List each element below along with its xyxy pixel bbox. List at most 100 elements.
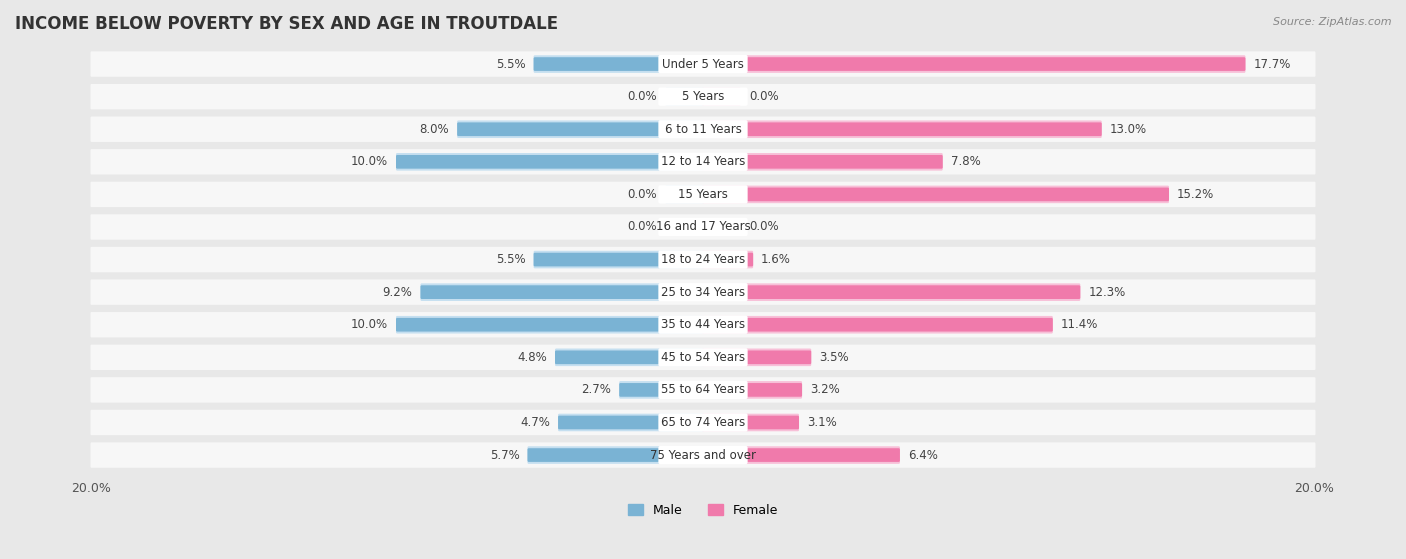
FancyBboxPatch shape [702, 218, 741, 236]
Text: 10.0%: 10.0% [352, 318, 388, 331]
FancyBboxPatch shape [90, 280, 1316, 305]
FancyBboxPatch shape [658, 185, 748, 203]
Text: 7.8%: 7.8% [950, 155, 980, 168]
Text: 12 to 14 Years: 12 to 14 Years [661, 155, 745, 168]
Text: 12.3%: 12.3% [1088, 286, 1126, 299]
FancyBboxPatch shape [555, 350, 704, 364]
FancyBboxPatch shape [420, 283, 704, 301]
Text: 5.7%: 5.7% [489, 448, 520, 462]
FancyBboxPatch shape [90, 149, 1316, 174]
Text: 18 to 24 Years: 18 to 24 Years [661, 253, 745, 266]
Text: 3.2%: 3.2% [810, 383, 839, 396]
Text: 4.7%: 4.7% [520, 416, 550, 429]
FancyBboxPatch shape [658, 88, 748, 106]
FancyBboxPatch shape [457, 122, 704, 136]
FancyBboxPatch shape [527, 448, 704, 462]
Text: 55 to 64 Years: 55 to 64 Years [661, 383, 745, 396]
FancyBboxPatch shape [658, 381, 748, 399]
FancyBboxPatch shape [90, 410, 1316, 435]
FancyBboxPatch shape [658, 316, 748, 334]
FancyBboxPatch shape [702, 316, 1053, 334]
FancyBboxPatch shape [702, 414, 799, 432]
FancyBboxPatch shape [534, 253, 704, 267]
FancyBboxPatch shape [702, 350, 811, 364]
Text: 4.8%: 4.8% [517, 351, 547, 364]
FancyBboxPatch shape [702, 381, 801, 399]
FancyBboxPatch shape [90, 377, 1316, 402]
Text: 25 to 34 Years: 25 to 34 Years [661, 286, 745, 299]
Text: 3.5%: 3.5% [820, 351, 849, 364]
FancyBboxPatch shape [90, 182, 1316, 207]
FancyBboxPatch shape [396, 153, 704, 170]
FancyBboxPatch shape [665, 88, 704, 106]
FancyBboxPatch shape [702, 283, 1080, 301]
FancyBboxPatch shape [702, 57, 1246, 71]
Text: 6.4%: 6.4% [908, 448, 938, 462]
FancyBboxPatch shape [702, 120, 1102, 138]
FancyBboxPatch shape [619, 383, 704, 397]
FancyBboxPatch shape [90, 312, 1316, 338]
FancyBboxPatch shape [420, 285, 704, 299]
FancyBboxPatch shape [702, 383, 801, 397]
FancyBboxPatch shape [665, 218, 704, 236]
FancyBboxPatch shape [90, 247, 1316, 272]
Text: 16 and 17 Years: 16 and 17 Years [655, 220, 751, 234]
Text: 15.2%: 15.2% [1177, 188, 1215, 201]
FancyBboxPatch shape [534, 55, 704, 73]
FancyBboxPatch shape [558, 416, 704, 429]
Text: 5.5%: 5.5% [496, 253, 526, 266]
FancyBboxPatch shape [555, 348, 704, 366]
FancyBboxPatch shape [702, 122, 1102, 136]
Legend: Male, Female: Male, Female [623, 499, 783, 522]
Text: 0.0%: 0.0% [627, 220, 657, 234]
Text: 3.1%: 3.1% [807, 416, 837, 429]
FancyBboxPatch shape [396, 316, 704, 334]
FancyBboxPatch shape [702, 318, 1053, 331]
Text: 0.0%: 0.0% [749, 220, 779, 234]
FancyBboxPatch shape [396, 318, 704, 331]
FancyBboxPatch shape [702, 448, 900, 462]
FancyBboxPatch shape [702, 186, 1168, 203]
FancyBboxPatch shape [527, 446, 704, 464]
Text: 8.0%: 8.0% [419, 123, 449, 136]
Text: 0.0%: 0.0% [627, 90, 657, 103]
FancyBboxPatch shape [702, 155, 943, 169]
FancyBboxPatch shape [90, 116, 1316, 142]
Text: 35 to 44 Years: 35 to 44 Years [661, 318, 745, 331]
Text: 15 Years: 15 Years [678, 188, 728, 201]
FancyBboxPatch shape [658, 218, 748, 236]
FancyBboxPatch shape [665, 186, 704, 203]
FancyBboxPatch shape [702, 153, 943, 170]
FancyBboxPatch shape [658, 120, 748, 139]
Text: 6 to 11 Years: 6 to 11 Years [665, 123, 741, 136]
FancyBboxPatch shape [90, 84, 1316, 110]
FancyBboxPatch shape [90, 214, 1316, 240]
Text: 0.0%: 0.0% [627, 188, 657, 201]
FancyBboxPatch shape [658, 446, 748, 464]
FancyBboxPatch shape [702, 88, 741, 106]
Text: 11.4%: 11.4% [1060, 318, 1098, 331]
FancyBboxPatch shape [658, 153, 748, 171]
Text: INCOME BELOW POVERTY BY SEX AND AGE IN TROUTDALE: INCOME BELOW POVERTY BY SEX AND AGE IN T… [15, 15, 558, 33]
FancyBboxPatch shape [702, 253, 754, 267]
Text: 9.2%: 9.2% [382, 286, 412, 299]
FancyBboxPatch shape [90, 344, 1316, 370]
FancyBboxPatch shape [558, 414, 704, 432]
Text: 5 Years: 5 Years [682, 90, 724, 103]
FancyBboxPatch shape [658, 348, 748, 367]
FancyBboxPatch shape [457, 120, 704, 138]
Text: 45 to 54 Years: 45 to 54 Years [661, 351, 745, 364]
Text: Under 5 Years: Under 5 Years [662, 58, 744, 70]
Text: Source: ZipAtlas.com: Source: ZipAtlas.com [1274, 17, 1392, 27]
Text: 10.0%: 10.0% [352, 155, 388, 168]
FancyBboxPatch shape [658, 250, 748, 269]
FancyBboxPatch shape [619, 381, 704, 399]
Text: 13.0%: 13.0% [1109, 123, 1147, 136]
Text: 1.6%: 1.6% [761, 253, 792, 266]
FancyBboxPatch shape [534, 57, 704, 71]
FancyBboxPatch shape [702, 251, 754, 268]
Text: 65 to 74 Years: 65 to 74 Years [661, 416, 745, 429]
Text: 17.7%: 17.7% [1253, 58, 1291, 70]
FancyBboxPatch shape [702, 348, 811, 366]
FancyBboxPatch shape [658, 55, 748, 73]
